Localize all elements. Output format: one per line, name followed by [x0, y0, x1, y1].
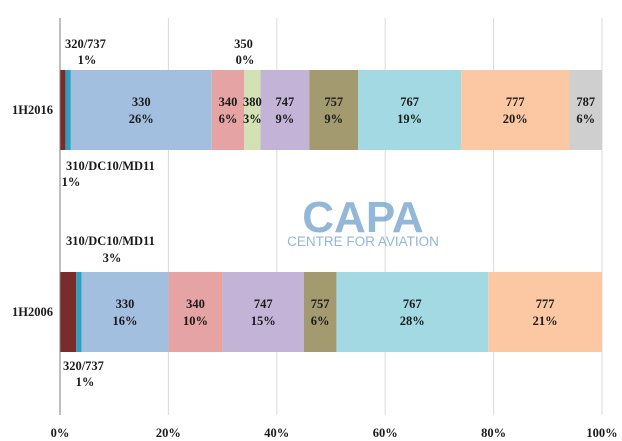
segment-label-1H2016-0: 330 26%	[129, 95, 154, 126]
callout-320-737-2006: 320/737 1%	[63, 359, 107, 389]
segment-label-name: 767	[403, 297, 422, 311]
callout-320-737-2016-name: 320/737	[65, 37, 106, 51]
callout-320-737-2006-pct: 1%	[76, 375, 95, 389]
bar-1H2016-380	[244, 70, 261, 150]
segment-label-1H2016-5: 767 19%	[397, 95, 422, 126]
callout-320-737-2016: 320/737 1%	[65, 37, 109, 67]
bar-1H2006-330	[81, 272, 169, 352]
segment-label-pct: 20%	[503, 112, 528, 126]
bar-1H2006-747	[222, 272, 304, 352]
segment-label-pct: 21%	[533, 314, 558, 328]
callout-310-2016: 310/DC10/MD11 1%	[62, 159, 158, 189]
callout-320-737-2016-pct: 1%	[78, 53, 97, 67]
tick-label-3: 60%	[373, 426, 398, 440]
callout-310-2016-pct: 1%	[62, 175, 81, 189]
segment-labels: 330 26%340 6%380 3%747 9%757 9%767 19%777 20%78…	[113, 95, 596, 328]
segment-label-name: 330	[132, 95, 151, 109]
bar-1H2006-340	[168, 272, 223, 352]
tick-label-5: 100%	[586, 426, 617, 440]
segment-label-name: 747	[276, 95, 295, 109]
callout-310-2006-name: 310/DC10/MD11	[66, 234, 155, 248]
tick-label-0: 0%	[51, 426, 70, 440]
segment-label-pct: 3%	[243, 112, 262, 126]
bars	[60, 70, 602, 352]
segment-label-name: 747	[254, 297, 273, 311]
bar-1H2016-747	[260, 70, 310, 150]
bar-1H2016-330	[70, 70, 212, 150]
segment-label-1H2006-0: 330 16%	[113, 297, 138, 328]
category-label-1H2006: 1H2006	[12, 305, 53, 319]
segment-label-pct: 6%	[311, 314, 330, 328]
bar-1H2006-767	[336, 272, 489, 352]
bar-1H2016-340	[211, 70, 245, 150]
bar-1H2006-757	[303, 272, 337, 352]
callout-350-2016-name: 350	[234, 37, 253, 51]
segment-label-name: 777	[506, 95, 525, 109]
tick-label-1: 20%	[156, 426, 181, 440]
bar-1H2006-310-DC10-MD11	[60, 272, 77, 352]
segment-label-name: 340	[219, 95, 238, 109]
segment-label-1H2006-1: 340 10%	[183, 297, 208, 328]
segment-label-1H2016-3: 747 9%	[276, 95, 295, 126]
segment-label-pct: 28%	[400, 314, 425, 328]
segment-label-pct: 6%	[219, 112, 238, 126]
segment-label-1H2006-4: 767 28%	[400, 297, 425, 328]
callout-350-2016: 350 0%	[234, 37, 256, 67]
watermark-main: CAPA	[302, 193, 423, 242]
segment-label-name: 380	[243, 95, 262, 109]
bar-1H2016-767	[358, 70, 462, 150]
segment-label-pct: 6%	[576, 112, 595, 126]
tick-label-4: 80%	[481, 426, 506, 440]
bar-1H2006-320-737	[76, 272, 82, 352]
bar-1H2006-777	[488, 272, 602, 352]
callout-310-2006-pct: 3%	[103, 251, 122, 265]
segment-label-name: 330	[116, 297, 135, 311]
category-label-1H2016: 1H2016	[12, 103, 53, 117]
segment-label-name: 757	[324, 95, 343, 109]
callout-310-2016-name: 310/DC10/MD11	[66, 159, 155, 173]
bar-1H2016-320-737	[65, 70, 71, 150]
segment-label-name: 340	[186, 297, 205, 311]
segment-label-pct: 16%	[113, 314, 138, 328]
segment-label-1H2016-6: 777 20%	[503, 95, 528, 126]
watermark: CAPA CENTRE FOR AVIATION	[287, 193, 439, 249]
segment-label-1H2006-5: 777 21%	[533, 297, 558, 328]
segment-label-name: 777	[536, 297, 555, 311]
segment-label-1H2016-7: 787 6%	[576, 95, 595, 126]
bar-1H2016-777	[461, 70, 570, 150]
bar-1H2016-787	[569, 70, 602, 150]
segment-label-name: 787	[576, 95, 595, 109]
segment-label-1H2016-4: 757 9%	[324, 95, 343, 126]
tick-labels: 0% 20% 40% 60% 80% 100%	[51, 426, 618, 440]
segment-label-pct: 15%	[251, 314, 276, 328]
segment-label-1H2016-2: 380 3%	[243, 95, 262, 126]
tick-label-2: 40%	[264, 426, 289, 440]
segment-label-1H2006-3: 757 6%	[311, 297, 330, 328]
segment-label-1H2006-2: 747 15%	[251, 297, 276, 328]
bar-1H2016-757	[309, 70, 359, 150]
segment-label-pct: 10%	[183, 314, 208, 328]
segment-label-pct: 19%	[397, 112, 422, 126]
callout-350-2016-pct: 0%	[236, 53, 255, 67]
bar-1H2016-310-DC10-MD11	[60, 70, 66, 150]
category-labels: 1H2016 1H2006	[12, 103, 53, 319]
segment-label-pct: 26%	[129, 112, 154, 126]
callout-310-2006: 310/DC10/MD11 3%	[66, 234, 158, 265]
callout-320-737-2006-name: 320/737	[63, 359, 104, 373]
watermark-sub: CENTRE FOR AVIATION	[287, 234, 439, 249]
callouts: 320/737 1% 350 0% 310/DC10/MD11 1% 310/D…	[62, 37, 256, 389]
segment-label-pct: 9%	[324, 112, 343, 126]
segment-label-name: 757	[311, 297, 330, 311]
segment-label-pct: 9%	[276, 112, 295, 126]
segment-label-name: 767	[400, 95, 419, 109]
segment-label-1H2016-1: 340 6%	[219, 95, 238, 126]
